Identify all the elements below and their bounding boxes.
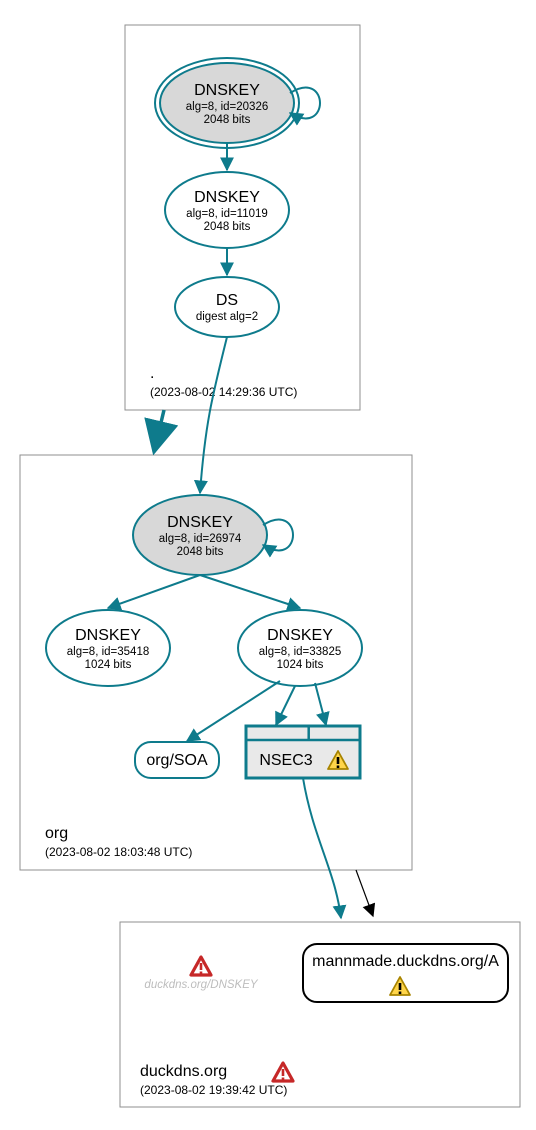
edge-zone [356, 870, 373, 916]
svg-text:NSEC3: NSEC3 [259, 752, 312, 769]
zone-title: duckdns.org [140, 1063, 227, 1080]
edge [315, 683, 326, 725]
edge [200, 337, 227, 493]
svg-text:alg=8, id=35418: alg=8, id=35418 [67, 646, 150, 658]
svg-text:DNSKEY: DNSKEY [267, 627, 333, 644]
edge [200, 575, 300, 608]
svg-text:alg=8, id=11019: alg=8, id=11019 [186, 208, 268, 220]
svg-text:DNSKEY: DNSKEY [75, 627, 141, 644]
svg-text:1024 bits: 1024 bits [85, 659, 132, 671]
edge [108, 575, 200, 608]
edge [276, 686, 295, 725]
svg-text:DNSKEY: DNSKEY [167, 514, 233, 531]
edge-zone [154, 410, 164, 452]
svg-text:1024 bits: 1024 bits [277, 659, 324, 671]
svg-text:2048 bits: 2048 bits [204, 114, 251, 126]
svg-text:alg=8, id=33825: alg=8, id=33825 [259, 646, 342, 658]
svg-text:org/SOA: org/SOA [146, 752, 208, 769]
zone-title: . [150, 365, 154, 382]
svg-text:digest alg=2: digest alg=2 [196, 311, 258, 323]
svg-text:mannmade.duckdns.org/A: mannmade.duckdns.org/A [312, 953, 499, 970]
zone-timestamp: (2023-08-02 19:39:42 UTC) [140, 1083, 287, 1097]
svg-text:2048 bits: 2048 bits [177, 546, 224, 558]
zone-timestamp: (2023-08-02 18:03:48 UTC) [45, 845, 192, 859]
svg-text:2048 bits: 2048 bits [204, 221, 251, 233]
svg-text:DNSKEY: DNSKEY [194, 82, 260, 99]
svg-text:DNSKEY: DNSKEY [194, 189, 260, 206]
edge [303, 778, 341, 918]
svg-text:alg=8, id=20326: alg=8, id=20326 [186, 101, 269, 113]
zone-title: org [45, 825, 68, 842]
svg-text:alg=8, id=26974: alg=8, id=26974 [159, 533, 242, 545]
svg-text:duckdns.org/DNSKEY: duckdns.org/DNSKEY [144, 979, 258, 991]
zone-timestamp: (2023-08-02 14:29:36 UTC) [150, 385, 297, 399]
svg-text:DS: DS [216, 292, 238, 309]
